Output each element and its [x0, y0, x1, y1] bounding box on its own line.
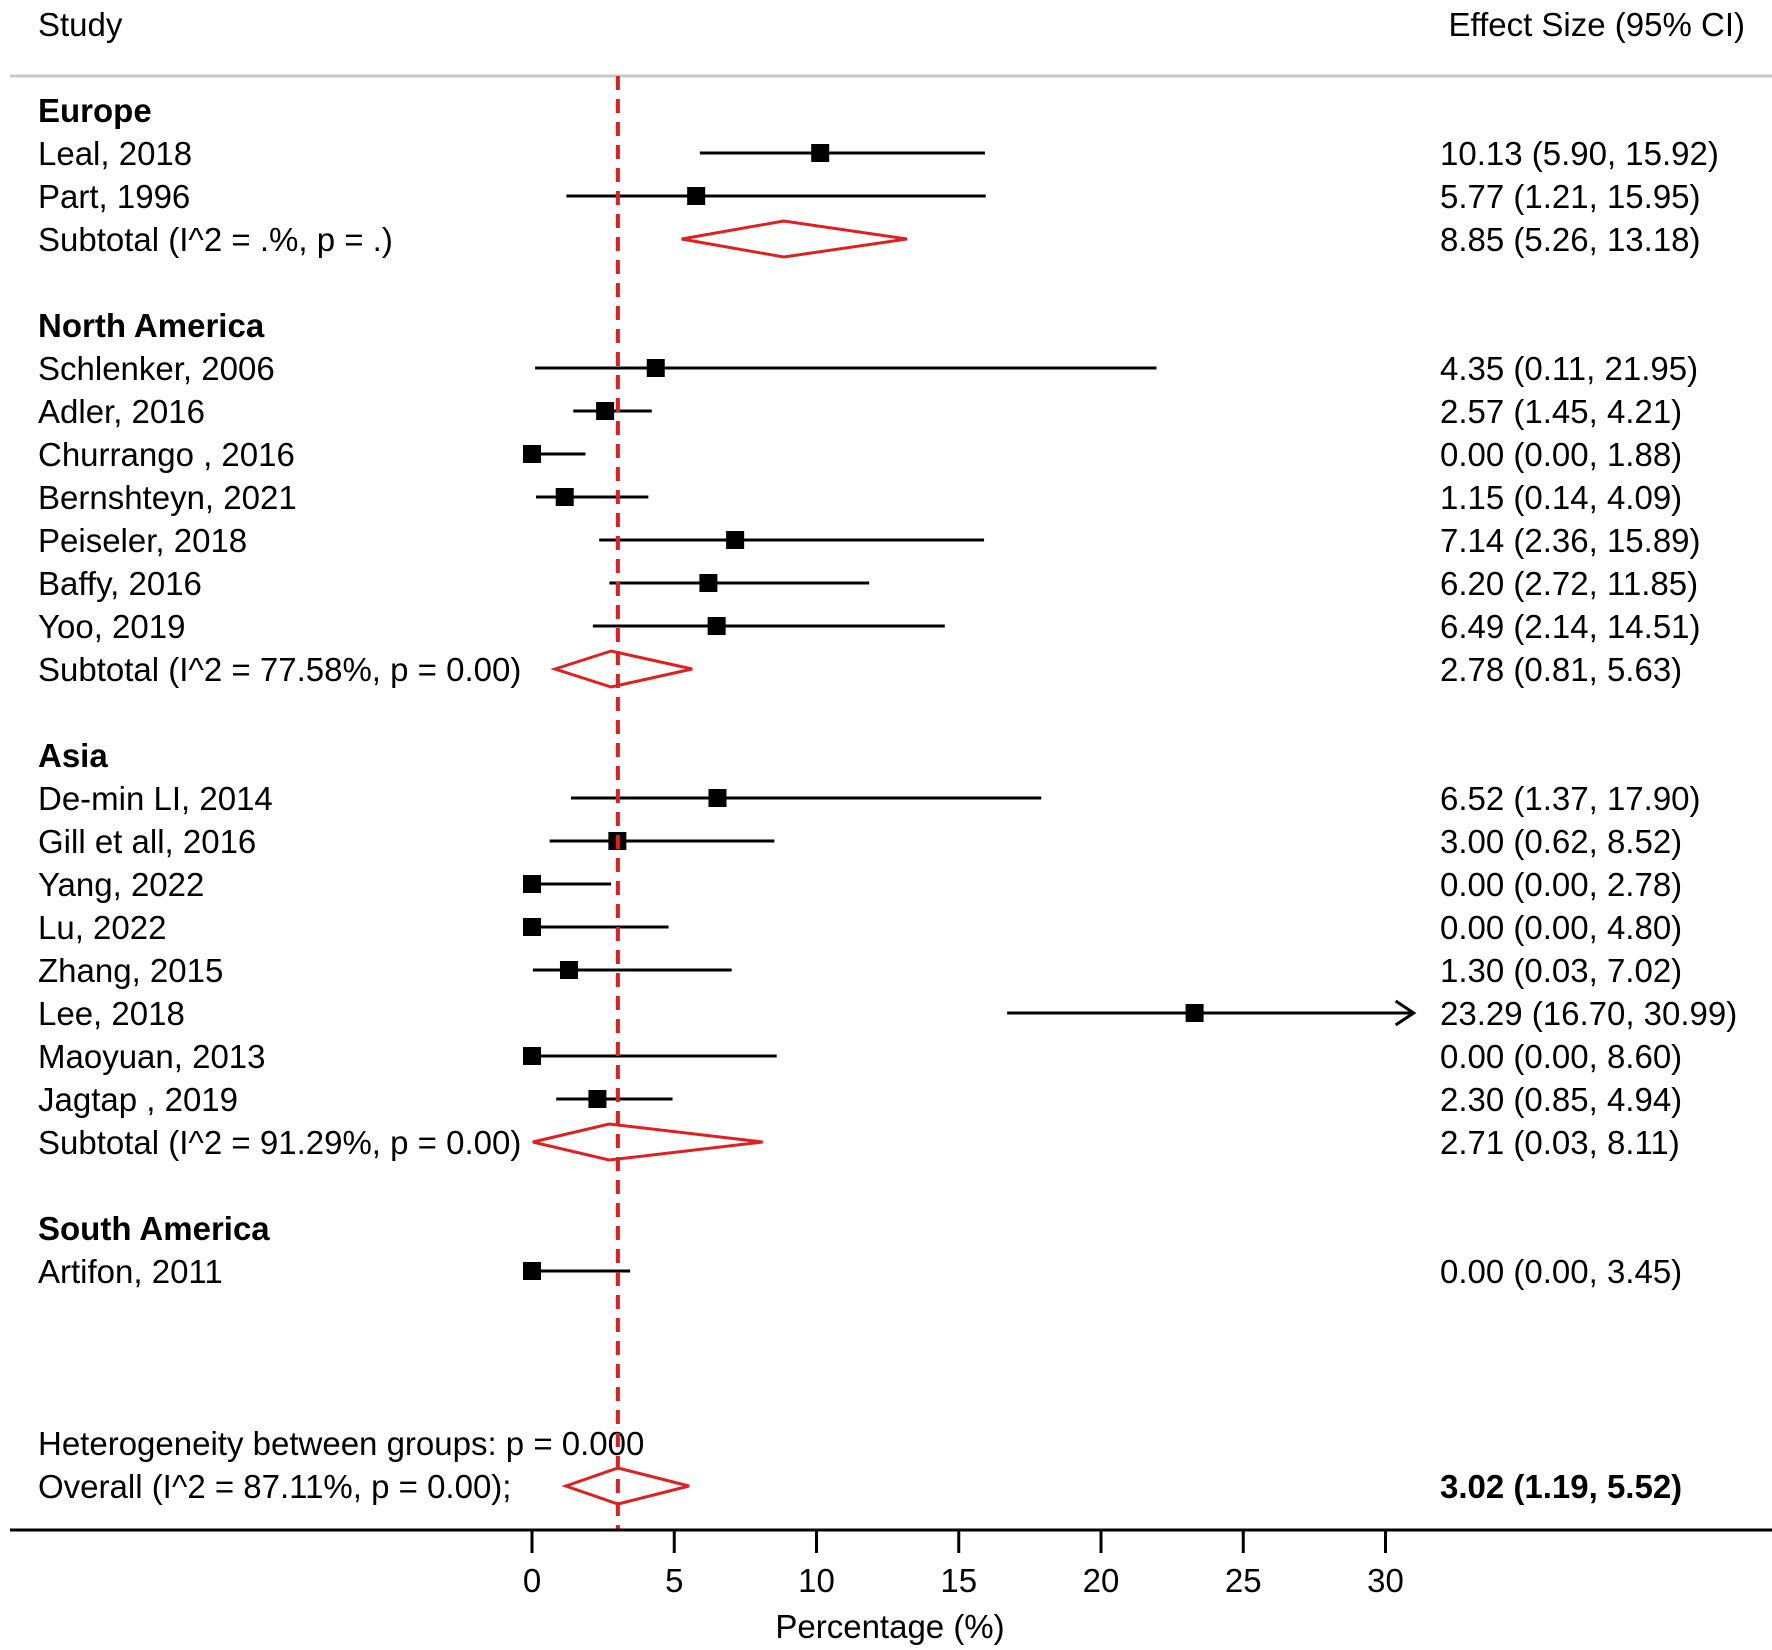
study-label: Yang, 2022	[38, 866, 204, 903]
group-heading: Asia	[38, 737, 108, 774]
effect-marker	[699, 574, 718, 592]
effect-marker	[687, 187, 706, 205]
group-heading: Europe	[38, 92, 152, 129]
study-label: Maoyuan, 2013	[38, 1038, 266, 1075]
x-tick-label: 25	[1225, 1562, 1262, 1599]
effect-column-header: Effect Size (95% CI)	[1448, 6, 1745, 43]
effect-marker	[555, 488, 574, 506]
study-label: Churrango , 2016	[38, 436, 295, 473]
effect-value: 7.14 (2.36, 15.89)	[1440, 522, 1701, 559]
effect-value: 2.57 (1.45, 4.21)	[1440, 393, 1682, 430]
effect-value: 2.30 (0.85, 4.94)	[1440, 1081, 1682, 1118]
effect-marker	[708, 789, 727, 807]
effect-marker	[523, 1262, 541, 1280]
effect-value: 6.49 (2.14, 14.51)	[1440, 608, 1701, 645]
study-label: Peiseler, 2018	[38, 522, 247, 559]
effect-value: 3.00 (0.62, 8.52)	[1440, 823, 1682, 860]
study-label: Gill et all, 2016	[38, 823, 256, 860]
subtotal-value: 8.85 (5.26, 13.18)	[1440, 221, 1701, 258]
study-label: Adler, 2016	[38, 393, 205, 430]
x-axis-ticks: 0 5 10 15 20 25 30	[523, 1530, 1404, 1599]
x-tick-label: 0	[523, 1562, 541, 1599]
study-label: Leal, 2018	[38, 135, 192, 172]
effect-value: 0.00 (0.00, 1.88)	[1440, 436, 1682, 473]
heterogeneity-text: Heterogeneity between groups: p = 0.000	[38, 1425, 644, 1462]
study-label: Schlenker, 2006	[38, 350, 275, 387]
overall-label: Overall (I^2 = 87.11%, p = 0.00);	[38, 1468, 511, 1505]
effect-value: 5.77 (1.21, 15.95)	[1440, 178, 1701, 215]
group-heading: North America	[38, 307, 265, 344]
study-label: Lee, 2018	[38, 995, 185, 1032]
subtotal-value: 2.71 (0.03, 8.11)	[1440, 1124, 1680, 1161]
subtotal-diamond	[532, 1122, 763, 1162]
effect-marker	[811, 144, 830, 162]
effect-value: 6.52 (1.37, 17.90)	[1440, 780, 1701, 817]
effect-marker	[523, 1047, 541, 1065]
effect-value: 0.00 (0.00, 3.45)	[1440, 1253, 1682, 1290]
subtotal-label: Subtotal (I^2 = 77.58%, p = 0.00)	[38, 651, 521, 688]
subtotal-label: Subtotal (I^2 = .%, p = .)	[38, 221, 393, 258]
effect-marker	[523, 875, 541, 893]
overall-diamond	[561, 1466, 690, 1506]
effect-marker	[523, 918, 541, 936]
subtotal-diamond	[550, 649, 693, 689]
effect-marker	[726, 531, 745, 549]
subtotal-label: Subtotal (I^2 = 91.29%, p = 0.00)	[38, 1124, 521, 1161]
subtotal-value: 2.78 (0.81, 5.63)	[1440, 651, 1682, 688]
study-label: De-min LI, 2014	[38, 780, 273, 817]
ci-arrow	[1394, 999, 1417, 1027]
x-tick-label: 20	[1083, 1562, 1120, 1599]
study-label: Zhang, 2015	[38, 952, 223, 989]
study-label: Baffy, 2016	[38, 565, 202, 602]
effect-marker	[707, 617, 726, 635]
effect-value: 0.00 (0.00, 2.78)	[1440, 866, 1682, 903]
effect-value: 6.20 (2.72, 11.85)	[1440, 565, 1698, 602]
study-label: Part, 1996	[38, 178, 190, 215]
x-axis-label: Percentage (%)	[775, 1608, 1004, 1645]
subtotal-diamond	[681, 219, 908, 259]
effect-value: 4.35 (0.11, 21.95)	[1440, 350, 1698, 387]
group-heading: South America	[38, 1210, 270, 1247]
study-label: Yoo, 2019	[38, 608, 185, 645]
effect-marker	[596, 402, 615, 420]
x-tick-label: 30	[1367, 1562, 1404, 1599]
overall-value: 3.02 (1.19, 5.52)	[1440, 1468, 1682, 1505]
x-tick-label: 10	[798, 1562, 835, 1599]
effect-value: 23.29 (16.70, 30.99)	[1440, 995, 1737, 1032]
effect-value: 0.00 (0.00, 4.80)	[1440, 909, 1682, 946]
effect-marker	[1185, 1004, 1204, 1022]
effect-marker	[523, 445, 541, 463]
effect-value: 1.15 (0.14, 4.09)	[1440, 479, 1682, 516]
x-tick-label: 15	[940, 1562, 977, 1599]
effect-value: 0.00 (0.00, 8.60)	[1440, 1038, 1682, 1075]
effect-marker	[588, 1090, 607, 1108]
x-tick-label: 5	[665, 1562, 683, 1599]
study-label: Lu, 2022	[38, 909, 166, 946]
effect-marker	[646, 359, 665, 377]
study-rows: Europe Leal, 2018 10.13 (5.90, 15.92) Part,…	[38, 76, 1737, 1530]
effect-marker	[559, 961, 578, 979]
effect-value: 10.13 (5.90, 15.92)	[1440, 135, 1719, 172]
study-column-header: Study	[38, 6, 123, 43]
study-label: Artifon, 2011	[38, 1253, 223, 1290]
study-label: Bernshteyn, 2021	[38, 479, 297, 516]
effect-value: 1.30 (0.03, 7.02)	[1440, 952, 1682, 989]
study-label: Jagtap , 2019	[38, 1081, 238, 1118]
